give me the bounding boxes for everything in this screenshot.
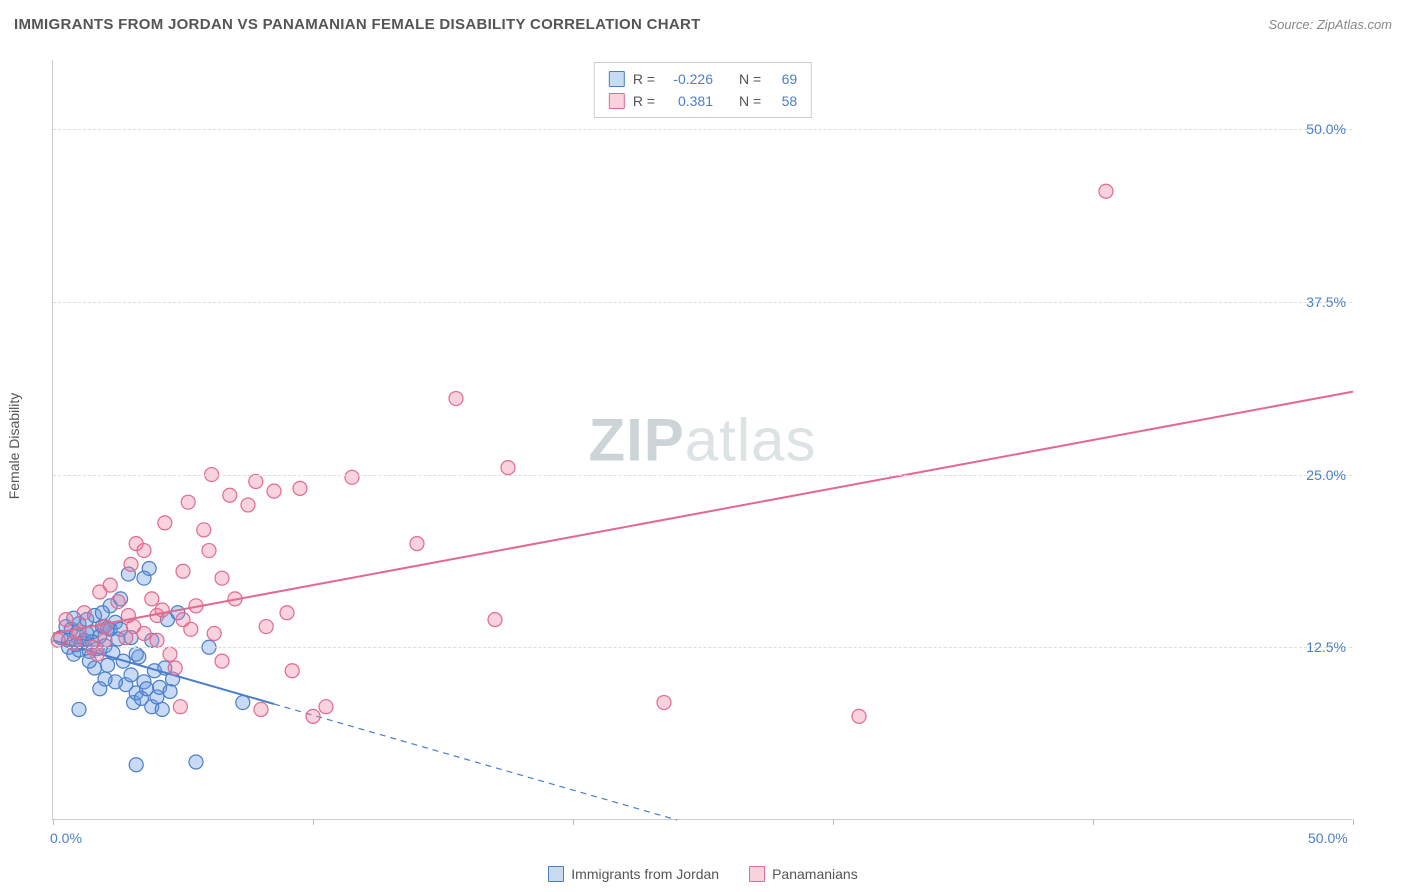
legend-item: Panamanians (749, 866, 858, 882)
r-label: R = (633, 90, 655, 112)
y-tick-label: 50.0% (1306, 121, 1346, 137)
scatter-point (657, 696, 671, 710)
scatter-point (306, 709, 320, 723)
gridline (53, 129, 1352, 130)
scatter-point (150, 633, 164, 647)
x-tick-mark (313, 819, 314, 825)
x-tick-mark (1353, 819, 1354, 825)
scatter-point (137, 626, 151, 640)
scatter-point (124, 668, 138, 682)
chart-title: IMMIGRANTS FROM JORDAN VS PANAMANIAN FEM… (14, 16, 701, 33)
scatter-svg (53, 60, 1352, 819)
scatter-point (207, 626, 221, 640)
legend-swatch (609, 93, 625, 109)
scatter-point (163, 647, 177, 661)
scatter-point (103, 578, 117, 592)
legend-label: Immigrants from Jordan (571, 866, 719, 882)
legend-row: R = 0.381 N = 58 (609, 90, 797, 112)
scatter-point (293, 481, 307, 495)
scatter-point (90, 647, 104, 661)
scatter-point (158, 516, 172, 530)
scatter-point (852, 709, 866, 723)
scatter-point (137, 571, 151, 585)
y-tick-label: 25.0% (1306, 467, 1346, 483)
series-legend: Immigrants from Jordan Panamanians (0, 866, 1406, 882)
x-axis-origin-label: 0.0% (50, 830, 82, 846)
scatter-point (72, 702, 86, 716)
scatter-point (319, 700, 333, 714)
scatter-point (215, 654, 229, 668)
legend-item: Immigrants from Jordan (548, 866, 719, 882)
y-axis-label: Female Disability (6, 393, 22, 500)
scatter-point (111, 595, 125, 609)
scatter-point (449, 392, 463, 406)
x-tick-mark (1093, 819, 1094, 825)
n-value: 69 (769, 68, 797, 90)
scatter-point (488, 613, 502, 627)
scatter-point (124, 557, 138, 571)
x-tick-mark (833, 819, 834, 825)
scatter-point (98, 633, 112, 647)
scatter-point (189, 755, 203, 769)
scatter-point (202, 544, 216, 558)
scatter-point (168, 661, 182, 675)
n-label: N = (739, 68, 761, 90)
scatter-point (101, 658, 115, 672)
scatter-point (285, 664, 299, 678)
scatter-point (259, 620, 273, 634)
x-tick-mark (573, 819, 574, 825)
scatter-point (267, 484, 281, 498)
scatter-point (98, 672, 112, 686)
scatter-point (145, 592, 159, 606)
scatter-point (1099, 184, 1113, 198)
n-label: N = (739, 90, 761, 112)
r-value: -0.226 (663, 68, 713, 90)
legend-label: Panamanians (772, 866, 858, 882)
source-attribution: Source: ZipAtlas.com (1268, 17, 1392, 32)
scatter-point (155, 702, 169, 716)
scatter-point (249, 474, 263, 488)
x-axis-end-label: 50.0% (1308, 830, 1348, 846)
n-value: 58 (769, 90, 797, 112)
trend-line-dashed (274, 704, 677, 820)
scatter-point (95, 606, 109, 620)
scatter-point (254, 702, 268, 716)
scatter-point (501, 461, 515, 475)
scatter-point (236, 696, 250, 710)
scatter-point (215, 571, 229, 585)
scatter-point (241, 498, 255, 512)
y-tick-label: 12.5% (1306, 639, 1346, 655)
legend-row: R = -0.226 N = 69 (609, 68, 797, 90)
scatter-point (176, 613, 190, 627)
scatter-point (129, 647, 143, 661)
r-label: R = (633, 68, 655, 90)
correlation-legend: R = -0.226 N = 69 R = 0.381 N = 58 (594, 62, 812, 118)
scatter-point (176, 564, 190, 578)
scatter-point (181, 495, 195, 509)
scatter-point (59, 613, 73, 627)
scatter-point (51, 633, 65, 647)
gridline (53, 475, 1352, 476)
scatter-point (137, 544, 151, 558)
gridline (53, 647, 1352, 648)
y-tick-label: 37.5% (1306, 294, 1346, 310)
legend-swatch (548, 866, 564, 882)
legend-swatch (609, 71, 625, 87)
scatter-point (197, 523, 211, 537)
scatter-point (173, 700, 187, 714)
x-tick-mark (53, 819, 54, 825)
scatter-point (163, 684, 177, 698)
scatter-point (410, 537, 424, 551)
legend-swatch (749, 866, 765, 882)
chart-plot-area: ZIPatlas 12.5%25.0%37.5%50.0% (52, 60, 1352, 820)
r-value: 0.381 (663, 90, 713, 112)
scatter-point (345, 470, 359, 484)
gridline (53, 302, 1352, 303)
scatter-point (280, 606, 294, 620)
scatter-point (129, 758, 143, 772)
scatter-point (77, 606, 91, 620)
scatter-point (98, 620, 112, 634)
scatter-point (223, 488, 237, 502)
